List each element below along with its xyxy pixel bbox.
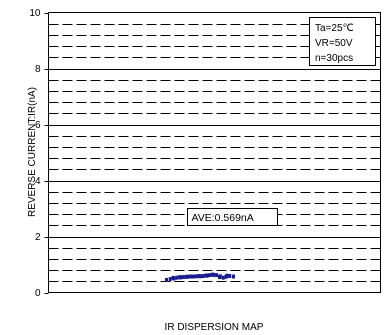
y-tick-label: 0 [35,288,41,299]
data-point [188,274,192,279]
conditions-box: Ta=25℃ VR=50V n=30pcs [309,17,376,66]
data-point [224,274,228,279]
data-point [215,273,219,278]
data-point [211,272,215,277]
data-point [221,275,225,280]
data-point [171,275,175,280]
plot-frame [48,12,381,293]
y-axis-label: REVERSE CURRENT:IR(nA) [27,87,38,217]
condition-voltage: VR=50V [315,38,353,49]
y-tick-label: 8 [35,64,41,75]
average-box: AVE:0.569nA [187,208,278,226]
data-point [201,274,205,278]
data-point [208,273,212,278]
y-tick-label: 4 [35,176,41,187]
y-tick-labels: 0 2 4 6 8 10 [29,8,49,299]
data-point [218,275,221,280]
average-label: AVE:0.569nA [192,212,254,224]
data-point [195,274,199,279]
data-point [178,275,182,280]
data-point [191,274,195,279]
data-point [198,274,202,278]
data-point [168,277,172,282]
data-point [228,274,232,278]
condition-sample-count: n=30pcs [315,53,353,64]
data-point [232,274,235,279]
data-point [181,275,185,280]
x-axis-label: IR DISPERSION MAP [165,322,264,333]
y-tick-label: 6 [35,120,41,131]
data-points [165,272,235,282]
data-point [175,275,179,280]
grid-lines [48,24,381,282]
data-point [184,274,188,279]
data-point [204,273,208,278]
y-tick-label: 2 [35,232,41,243]
condition-temperature: Ta=25℃ [315,23,354,34]
data-point [165,277,168,282]
y-tick-label: 10 [29,8,41,19]
